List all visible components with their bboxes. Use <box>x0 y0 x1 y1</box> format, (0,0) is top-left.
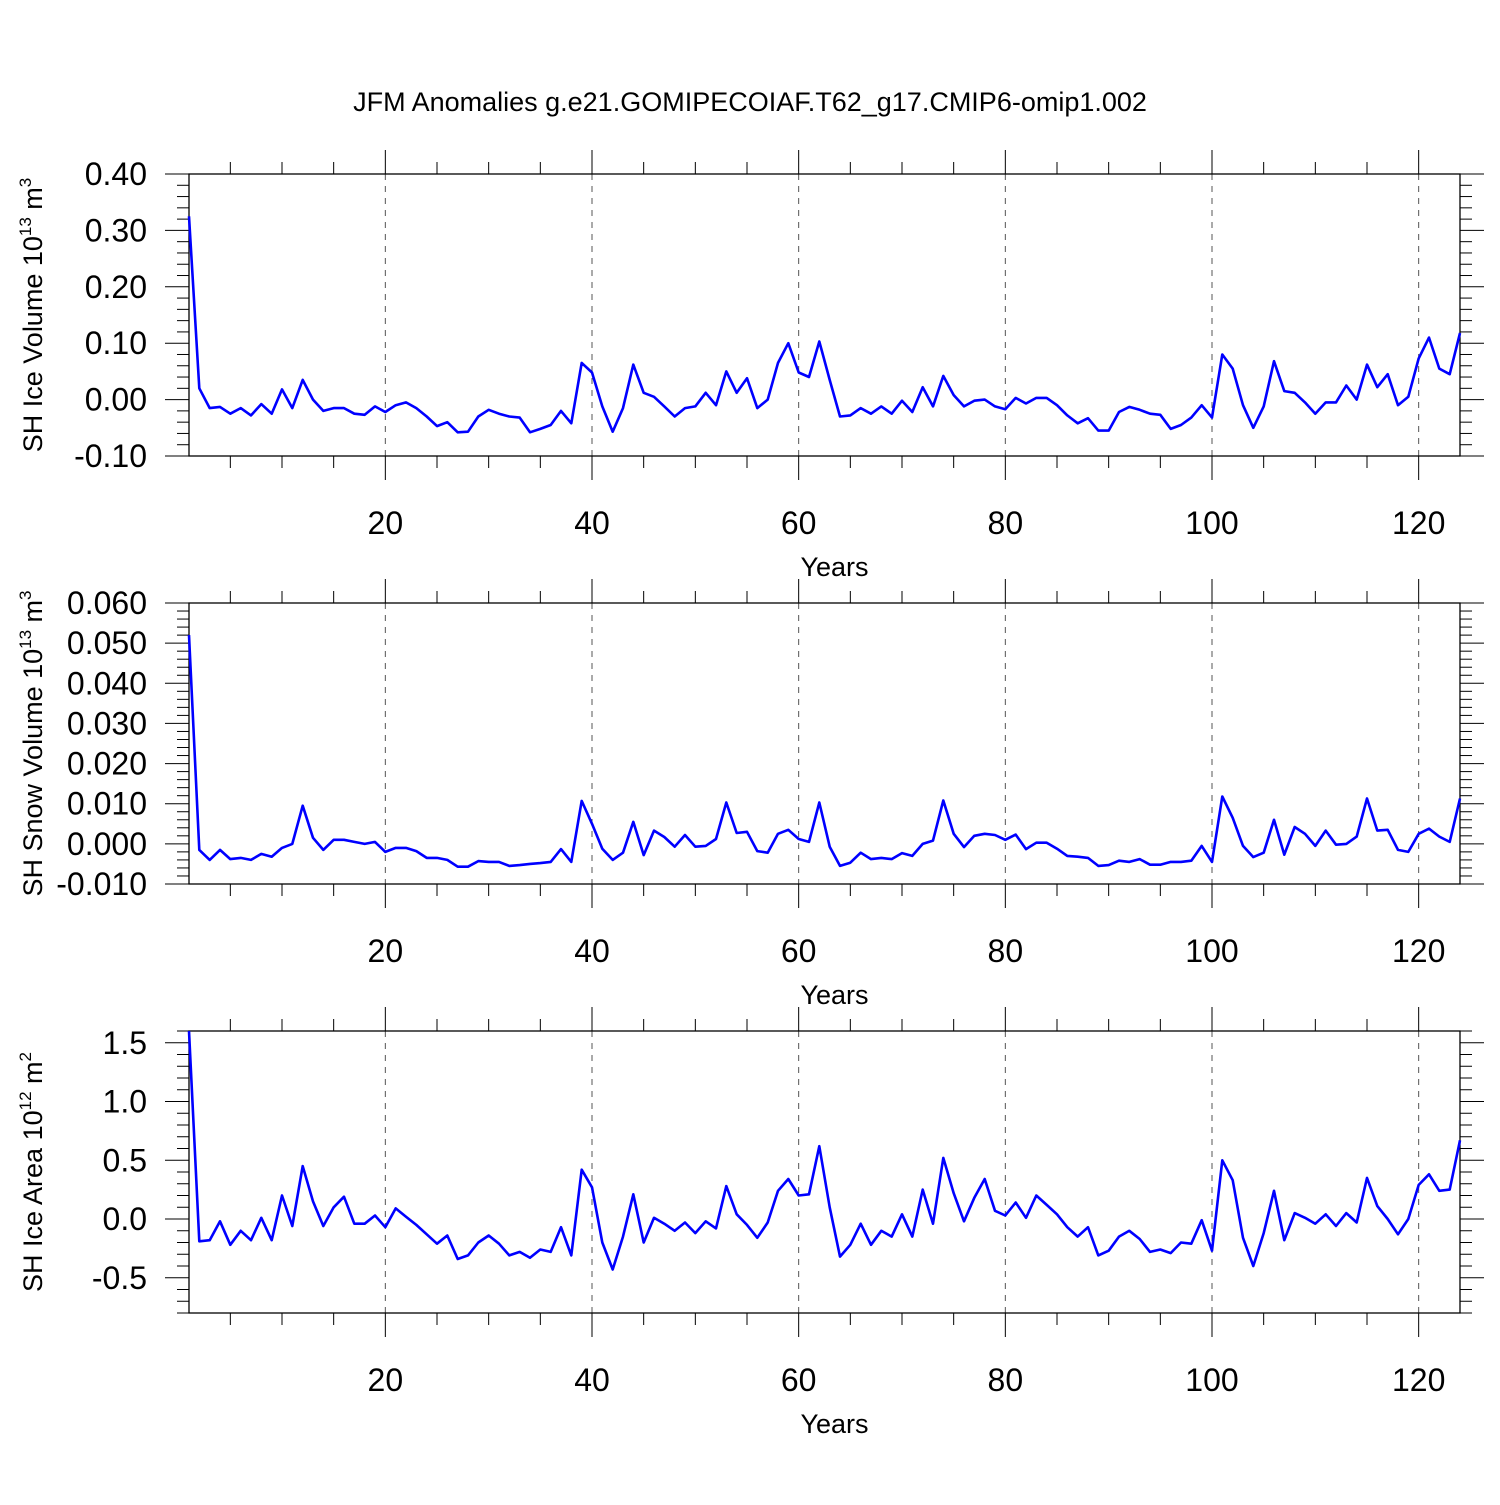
figure-title: JFM Anomalies g.e21.GOMIPECOIAF.T62_g17.… <box>353 87 1147 117</box>
y-tick-label: 0.00 <box>85 382 147 418</box>
x-tick-label: 40 <box>574 933 610 969</box>
y-axis-label-text: SH Ice Area 10 <box>18 1110 48 1292</box>
y-tick-label: -0.10 <box>74 438 147 474</box>
panel-3: 20 40 60 80 100 120 Years -0.5 0.0 0.5 1.0 1.5 SH Ic… <box>16 1007 1484 1439</box>
y-tick-label: 0.30 <box>85 212 147 248</box>
y-axis-label: SH Snow Volume 1013 m3 <box>16 590 48 896</box>
plot-frame <box>188 173 1461 457</box>
x-tick-label: 60 <box>781 505 817 541</box>
y-axis-label-unit: m <box>18 600 48 630</box>
y-tick-label: 0.020 <box>67 746 147 782</box>
y-axis-label: SH Ice Volume 1013 m3 <box>16 178 48 453</box>
y-tick-label: 0.010 <box>67 786 147 822</box>
y-axis-label-unit: m <box>18 187 48 217</box>
x-tick-label: 20 <box>368 1362 404 1398</box>
series-line <box>187 216 1462 434</box>
plot-frame <box>188 602 1461 885</box>
series-line <box>187 1030 1462 1271</box>
x-tick-label: 20 <box>368 933 404 969</box>
panel-2: 20 40 60 80 100 120 Years -0.010 0.000 0.010 0.020… <box>16 579 1484 1010</box>
y-tick-label: 0.5 <box>103 1142 147 1178</box>
x-axis-label: Years <box>800 552 868 582</box>
x-tick-label: 80 <box>988 933 1024 969</box>
x-tick-label: 100 <box>1185 505 1238 541</box>
y-tick-label: 0.030 <box>67 705 147 741</box>
y-tick-label: 0.10 <box>85 325 147 361</box>
x-tick-label: 120 <box>1392 933 1445 969</box>
y-axis-label-unit: m <box>18 1061 48 1091</box>
x-tick-label: 40 <box>574 505 610 541</box>
y-axis-label-exponent: 13 <box>16 630 35 649</box>
x-tick-label: 120 <box>1392 1362 1445 1398</box>
y-axis-label: SH Ice Area 1012 m2 <box>16 1052 48 1292</box>
y-tick-label: 0.060 <box>67 585 147 621</box>
series-line <box>187 635 1462 869</box>
y-tick-label: 0.40 <box>85 156 147 192</box>
x-tick-label: 60 <box>781 1362 817 1398</box>
y-tick-label: 0.040 <box>67 665 147 701</box>
y-tick-label: 1.5 <box>103 1025 147 1061</box>
y-tick-label: 0.0 <box>103 1201 147 1237</box>
y-tick-label: 0.000 <box>67 826 147 862</box>
x-tick-label: 100 <box>1185 1362 1238 1398</box>
y-tick-label: -0.010 <box>56 866 147 902</box>
x-tick-label: 60 <box>781 933 817 969</box>
panel-1: 20 40 60 80 100 120 Years -0.10 0.00 0.10 0.20 0.30… <box>16 150 1484 582</box>
x-tick-label: 120 <box>1392 505 1445 541</box>
x-tick-label: 100 <box>1185 933 1238 969</box>
y-axis-label-unit-exponent: 3 <box>16 590 35 599</box>
y-tick-label: -0.5 <box>92 1260 147 1296</box>
y-tick-label: 0.050 <box>67 625 147 661</box>
x-tick-label: 20 <box>368 505 404 541</box>
y-axis-label-unit-exponent: 3 <box>16 178 35 187</box>
y-axis-label-exponent: 12 <box>16 1091 35 1110</box>
y-tick-label: 0.20 <box>85 269 147 305</box>
x-axis-label: Years <box>800 1409 868 1439</box>
y-axis-label-unit-exponent: 2 <box>16 1052 35 1061</box>
x-tick-label: 80 <box>988 505 1024 541</box>
x-tick-label: 80 <box>988 1362 1024 1398</box>
y-tick-label: 1.0 <box>103 1084 147 1120</box>
x-axis-label: Years <box>800 980 868 1010</box>
y-axis-label-text: SH Snow Volume 10 <box>18 649 48 897</box>
y-axis-label-text: SH Ice Volume 10 <box>18 236 48 452</box>
x-tick-label: 40 <box>574 1362 610 1398</box>
y-axis-label-exponent: 13 <box>16 217 35 236</box>
